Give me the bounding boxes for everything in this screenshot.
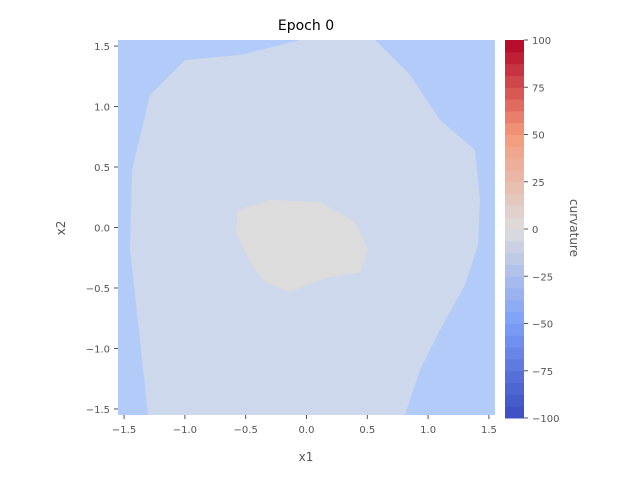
x-tick-label: 0.5 <box>359 425 375 436</box>
colorbar-tick-label: −75 <box>532 367 553 378</box>
y-tick-label: 0.0 <box>94 224 110 235</box>
colorbar-tick-label: 50 <box>532 131 545 142</box>
colorbar-tick-label: 100 <box>532 36 551 47</box>
colorbar-segment <box>505 276 524 289</box>
colorbar-tick-label: 75 <box>532 83 545 94</box>
y-tick-label: −1.0 <box>86 344 110 355</box>
colorbar-segment <box>505 122 524 135</box>
y-tick-label: 1.5 <box>94 42 110 53</box>
colorbar-tick-label: −25 <box>532 272 553 283</box>
y-tick-label: 1.0 <box>94 103 110 114</box>
colorbar-segment <box>505 335 524 348</box>
colorbar-segment <box>505 146 524 159</box>
colorbar-ticks: −100 −75 −50 −25 0 25 50 75 100 <box>524 36 559 425</box>
x-tick-label: −0.5 <box>234 425 258 436</box>
y-tick-label: 0.5 <box>94 163 110 174</box>
x-axis-label: x1 <box>299 450 314 464</box>
x-axis-ticks: −1.5 −1.0 −0.5 0.0 0.5 1.0 1.5 <box>112 415 497 436</box>
colorbar-segment <box>505 217 524 230</box>
colorbar-segment <box>505 40 524 53</box>
colorbar-segment <box>505 169 524 183</box>
colorbar-tick-label: −50 <box>532 320 553 331</box>
x-tick-label: −1.5 <box>112 425 136 436</box>
colorbar-segment <box>505 252 524 265</box>
chart-title: Epoch 0 <box>278 18 334 34</box>
colorbar-tick-label: 0 <box>532 225 538 236</box>
x-tick-label: −1.0 <box>173 425 197 436</box>
colorbar-segment <box>505 63 524 76</box>
y-axis-ticks: −1.5 −1.0 −0.5 0.0 0.5 1.0 1.5 <box>86 42 118 416</box>
colorbar-tick-label: −100 <box>532 414 559 425</box>
colorbar-segment <box>505 240 524 254</box>
colorbar-segment <box>505 370 524 384</box>
x-tick-label: 1.0 <box>420 425 436 436</box>
colorbar-segment <box>505 51 524 65</box>
y-axis-label: x2 <box>54 221 68 236</box>
colorbar-segment <box>505 382 524 395</box>
colorbar-segment <box>505 264 524 277</box>
colorbar-segment <box>505 229 524 242</box>
colorbar-segment <box>505 110 524 124</box>
colorbar-segment <box>505 193 524 206</box>
colorbar-segment <box>505 87 524 100</box>
colorbar-segment <box>505 311 524 324</box>
colorbar-segment <box>505 75 524 88</box>
colorbar <box>505 40 524 419</box>
region-inner <box>236 200 368 292</box>
colorbar-segment <box>505 288 524 301</box>
colorbar-segment <box>505 394 524 407</box>
colorbar-segment <box>505 323 524 336</box>
colorbar-segment <box>505 99 524 112</box>
heatmap <box>118 40 495 415</box>
colorbar-segment <box>505 347 524 360</box>
x-tick-label: 1.5 <box>481 425 497 436</box>
colorbar-segment <box>505 134 524 147</box>
y-tick-label: −1.5 <box>86 405 110 416</box>
colorbar-segment <box>505 299 524 313</box>
x-tick-label: 0.0 <box>299 425 315 436</box>
colorbar-tick-label: 25 <box>532 178 545 189</box>
y-tick-label: −0.5 <box>86 284 110 295</box>
colorbar-segment <box>505 358 524 372</box>
colorbar-segment <box>505 181 524 195</box>
colorbar-label: curvature <box>567 199 581 257</box>
colorbar-segment <box>505 158 524 171</box>
colorbar-segment <box>505 205 524 218</box>
colorbar-segment <box>505 406 524 419</box>
